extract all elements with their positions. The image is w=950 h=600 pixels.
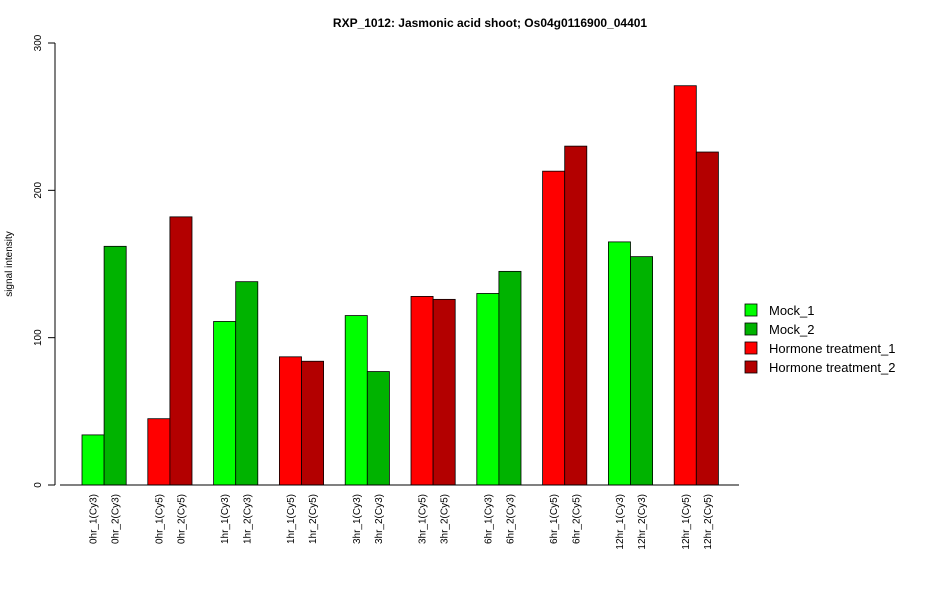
bar (213, 321, 237, 486)
bar (542, 170, 566, 486)
x-tick-label: 0hr_1(Cy5) (154, 494, 165, 544)
y-axis-label: signal intensity (4, 231, 15, 297)
x-tick-labels: 0hr_1(Cy3) 0hr_2(Cy3) 0hr_1(Cy5) 0hr_2(Cy5)… (89, 494, 714, 550)
bar (169, 216, 193, 486)
x-tick-label: 3hr_2(Cy5) (440, 494, 451, 544)
bar (476, 293, 500, 486)
chart-title: RXP_1012: Jasmonic acid shoot; Os04g0116… (333, 16, 648, 30)
bar (366, 371, 390, 486)
bar (103, 245, 127, 486)
x-tick-label: 12hr_1(Cy5) (681, 494, 692, 550)
bar (608, 241, 631, 486)
x-tick-label: 1hr_2(Cy5) (308, 494, 319, 544)
y-axis: 0 100 200 300 (33, 34, 56, 488)
x-tick-label: 1hr_1(Cy3) (220, 494, 231, 544)
x-tick-label: 6hr_1(Cy5) (549, 494, 560, 544)
x-tick-label: 3hr_1(Cy5) (418, 494, 429, 544)
x-tick-label: 12hr_2(Cy3) (637, 494, 648, 550)
x-tick-label: 0hr_2(Cy5) (176, 494, 187, 544)
legend-swatch (744, 360, 758, 374)
bar (673, 85, 697, 486)
x-tick-label: 3hr_2(Cy3) (374, 494, 385, 544)
x-tick-label: 1hr_2(Cy3) (242, 494, 253, 544)
x-tick-label: 0hr_1(Cy3) (89, 494, 100, 544)
legend-label: Mock_1 (769, 303, 815, 318)
bar (301, 360, 325, 486)
x-tick-label: 3hr_1(Cy3) (352, 494, 363, 544)
legend-label: Hormone treatment_2 (769, 360, 895, 375)
bar (630, 256, 654, 486)
y-tick-label: 100 (33, 329, 44, 346)
bar (498, 270, 522, 486)
bar (278, 356, 302, 486)
legend-label: Hormone treatment_1 (769, 341, 895, 356)
x-tick-label: 6hr_2(Cy5) (571, 494, 582, 544)
x-tick-label: 6hr_2(Cy3) (505, 494, 516, 544)
y-tick-label: 200 (33, 182, 44, 199)
legend-label: Mock_2 (769, 322, 815, 337)
legend-swatch (744, 322, 758, 336)
legend: Mock_1 Mock_2 Hormone treatment_1 Hormone t… (744, 303, 895, 375)
x-tick-label: 6hr_1(Cy3) (483, 494, 494, 544)
bar (344, 315, 368, 486)
bar (235, 281, 259, 486)
bar (564, 145, 588, 486)
x-tick-label: 12hr_1(Cy3) (615, 494, 626, 550)
bar (410, 296, 434, 486)
legend-swatch (744, 341, 758, 355)
x-tick-label: 12hr_2(Cy5) (703, 494, 714, 550)
bar (81, 434, 105, 486)
x-tick-label: 1hr_1(Cy5) (286, 494, 297, 544)
bars-group (81, 85, 719, 486)
x-tick-label: 0hr_2(Cy3) (111, 494, 122, 544)
y-tick-label: 300 (33, 34, 44, 51)
bar (695, 151, 719, 486)
y-tick-label: 0 (33, 482, 44, 488)
legend-swatch (744, 303, 758, 317)
bar (432, 298, 456, 486)
bar (147, 418, 171, 486)
